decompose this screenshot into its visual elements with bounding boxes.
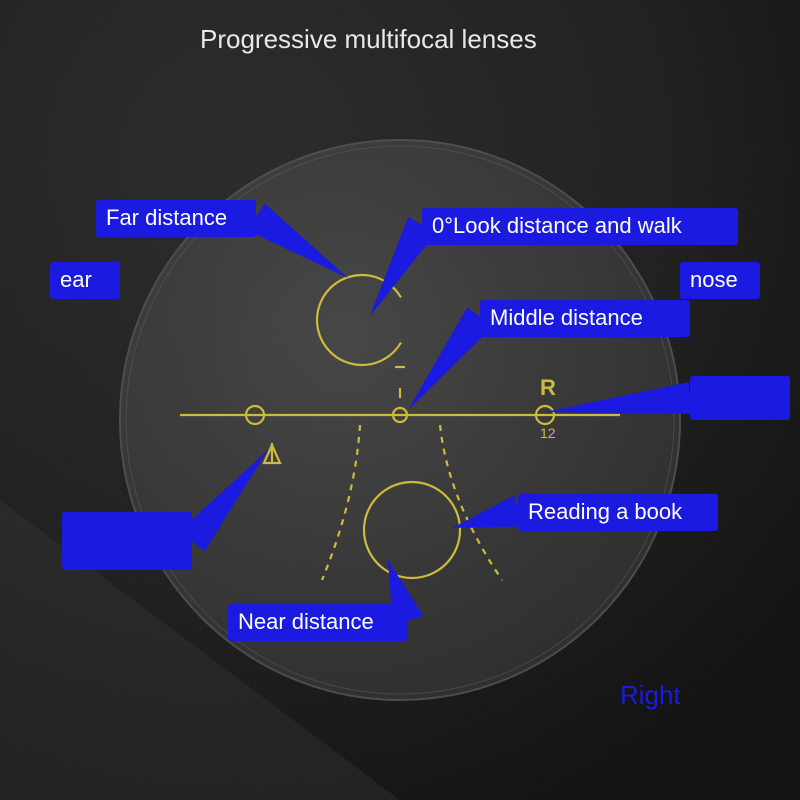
label-left_blank <box>62 512 192 570</box>
label-reading_book: Reading a book <box>518 494 718 531</box>
label-near_distance: Near distance <box>228 604 408 641</box>
svg-text:12: 12 <box>540 425 556 441</box>
label-nose: nose <box>680 262 760 299</box>
orientation-label: Right <box>620 680 681 711</box>
svg-text:R: R <box>540 375 556 400</box>
label-look_distance: 0°Look distance and walk <box>422 208 738 245</box>
label-right_blank <box>690 376 790 420</box>
label-far_distance: Far distance <box>96 200 256 237</box>
label-middle_distance: Middle distance <box>480 300 690 337</box>
label-ear: ear <box>50 262 120 299</box>
page-title: Progressive multifocal lenses <box>200 24 537 55</box>
